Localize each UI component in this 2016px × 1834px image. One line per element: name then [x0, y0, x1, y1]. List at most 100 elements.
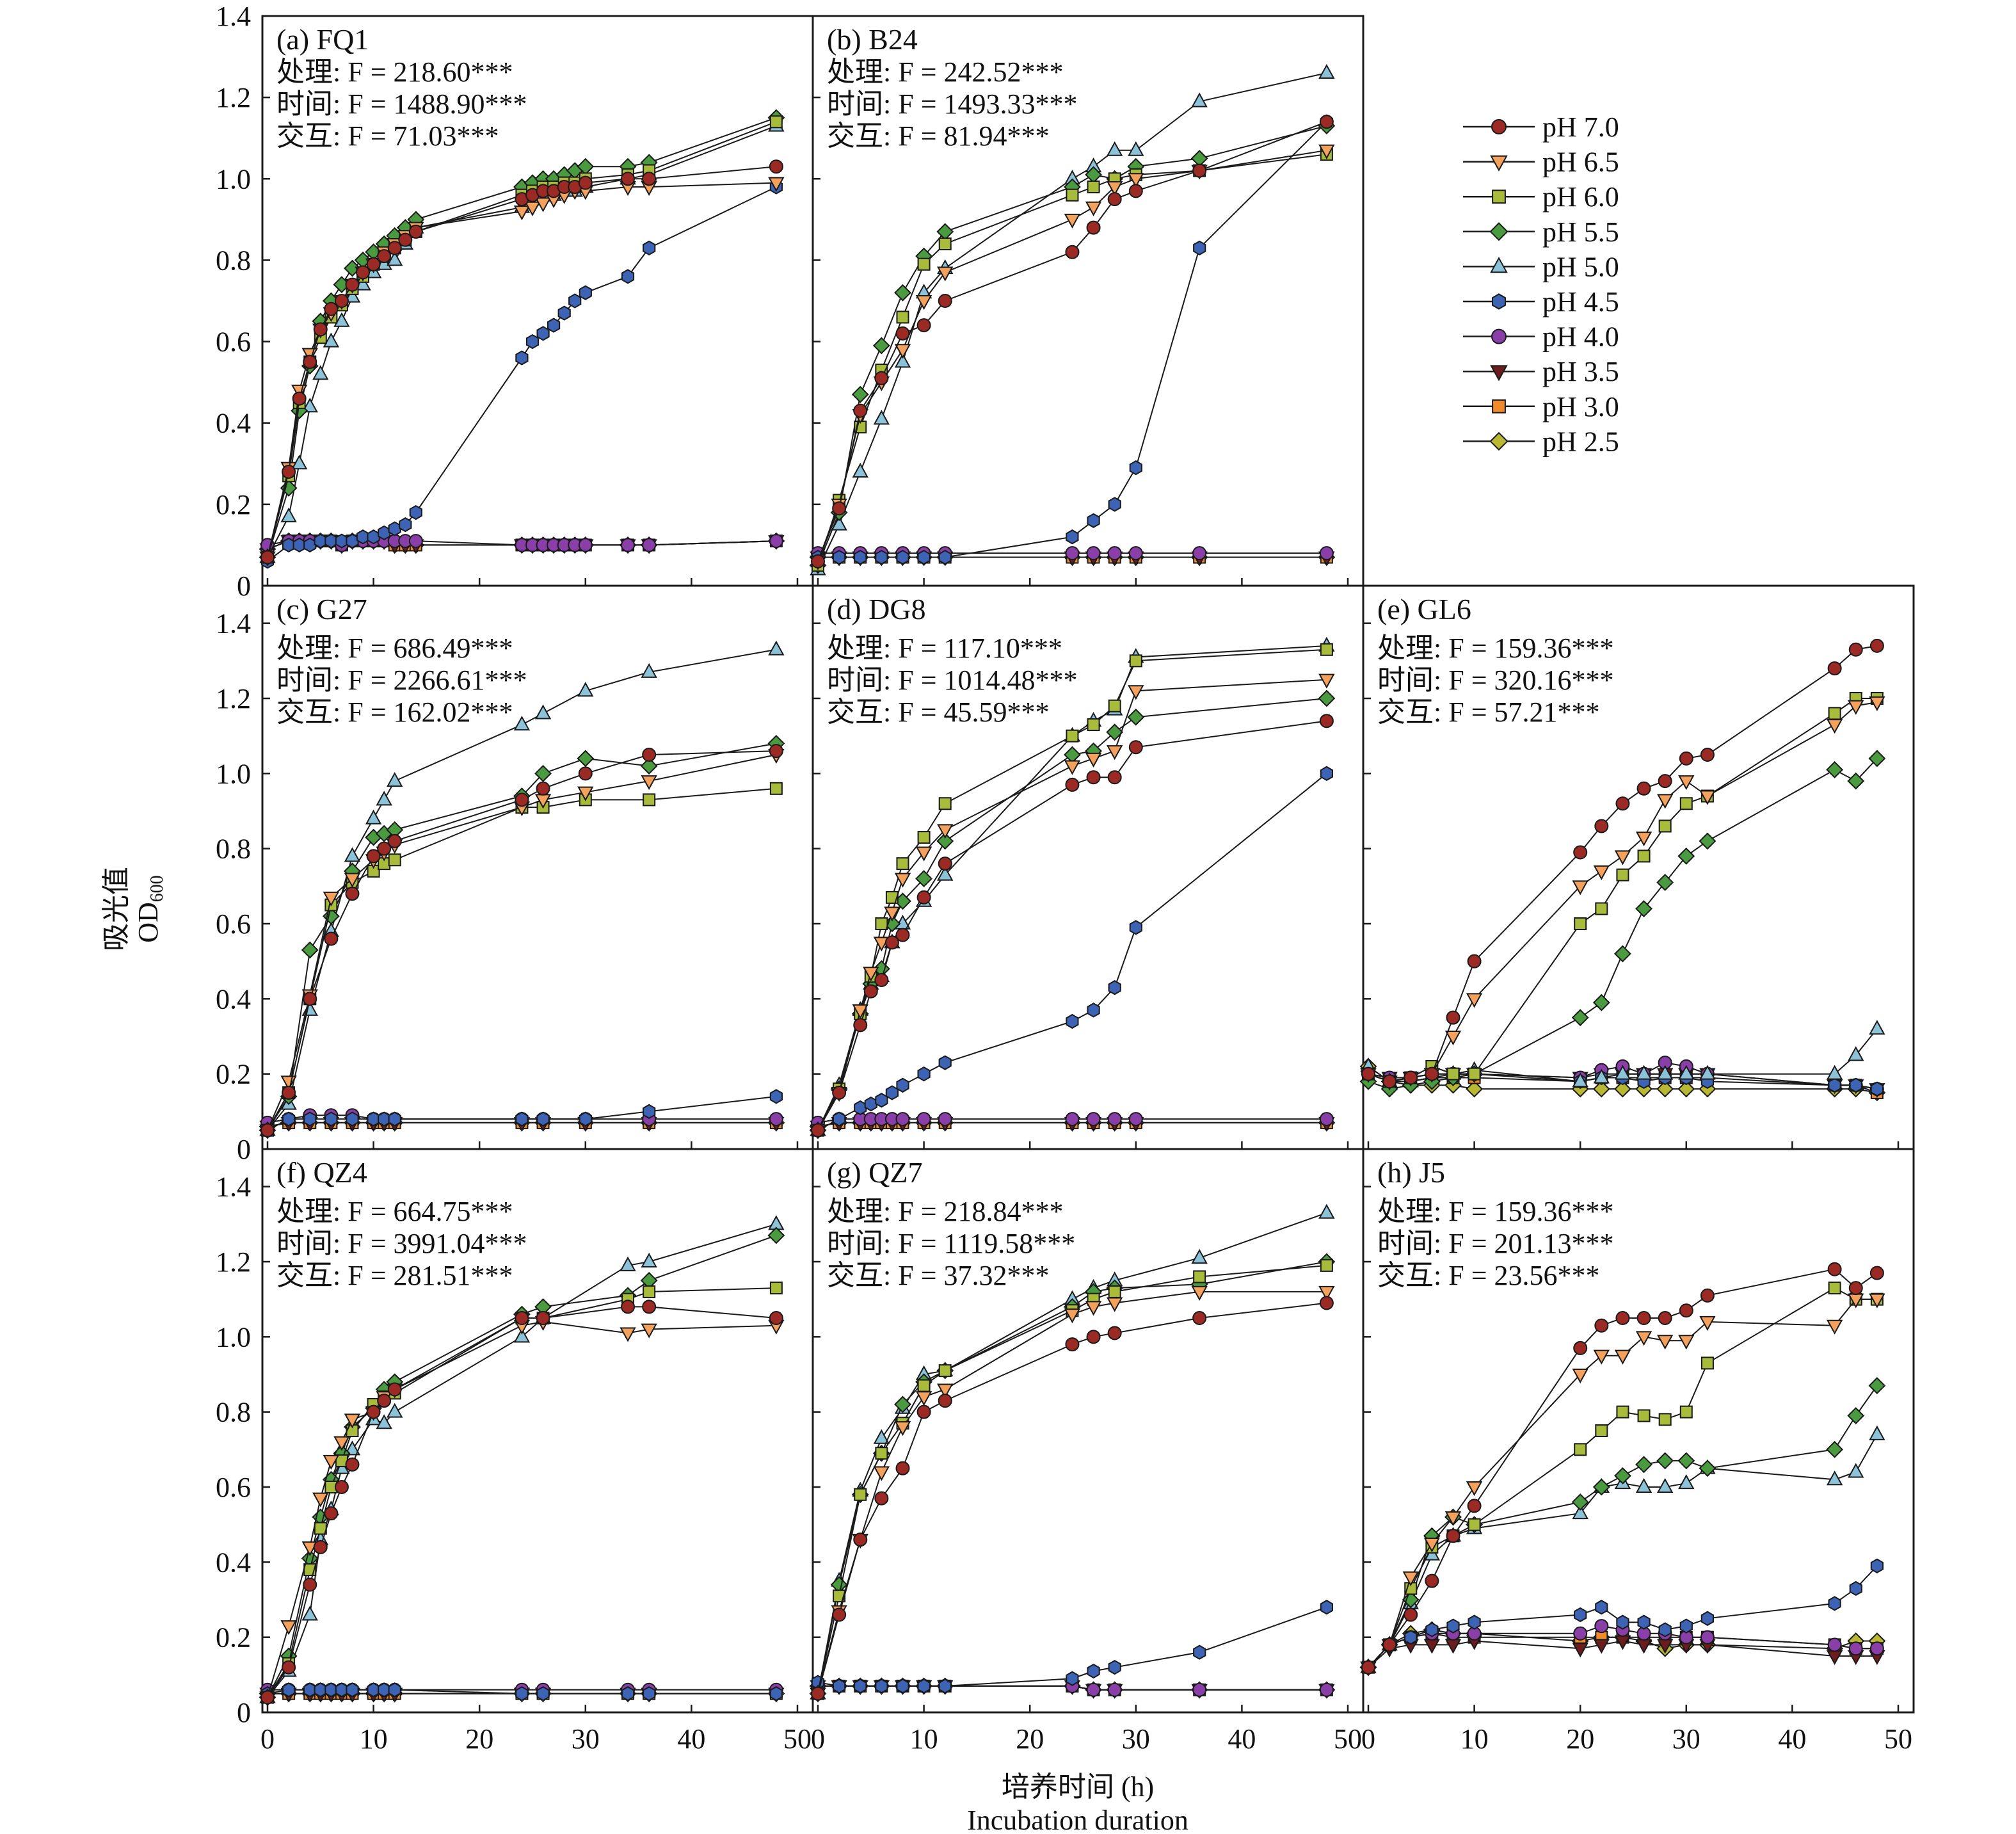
data-point: [1065, 546, 1080, 561]
panel-title: (c) G27: [276, 593, 367, 625]
data-point: [333, 1436, 350, 1451]
data-point: [1614, 1467, 1631, 1484]
data-point: [643, 240, 656, 256]
panel-e: (e) GL6 处理: F = 159.36***时间: F = 320.16**…: [1359, 584, 1915, 1150]
data-point: [1318, 63, 1335, 79]
data-point: [1065, 245, 1080, 259]
data-point: [301, 1605, 318, 1621]
data-point: [853, 403, 868, 418]
data-point: [334, 1480, 349, 1494]
data-point: [1571, 1493, 1589, 1511]
data-point: [345, 1457, 360, 1472]
data-point: [314, 533, 327, 549]
anova-stat: 时间: F = 3991.04***: [276, 1228, 527, 1259]
data-point: [1108, 1659, 1121, 1675]
data-point: [1106, 1297, 1123, 1312]
legend-marker: [1492, 189, 1506, 204]
data-point: [1467, 1499, 1482, 1513]
data-point: [1594, 819, 1609, 833]
anova-stat: 时间: F = 1493.33***: [827, 88, 1078, 120]
data-point: [1658, 819, 1672, 833]
y-tick-label: 1.0: [216, 758, 251, 789]
data-point: [1107, 770, 1122, 785]
data-point: [642, 172, 657, 186]
data-point: [1107, 192, 1122, 207]
data-point: [536, 326, 550, 341]
data-point: [1826, 1319, 1843, 1335]
data-point: [937, 865, 954, 881]
data-point: [1468, 1518, 1481, 1531]
data-point: [292, 391, 307, 406]
data-point: [344, 1440, 361, 1456]
data-point: [1826, 761, 1844, 778]
data-point: [917, 549, 931, 565]
data-point: [1658, 774, 1672, 789]
data-point: [1425, 1066, 1439, 1081]
legend-item: pH 6.5: [1463, 147, 1619, 178]
x-tick-label: 30: [1122, 1723, 1150, 1755]
data-point: [387, 251, 403, 266]
data-point: [1615, 796, 1630, 811]
data-point: [346, 1682, 359, 1698]
data-point: [873, 1429, 890, 1444]
data-point: [769, 115, 783, 129]
data-point: [915, 1391, 932, 1406]
anova-stat: 交互: F = 162.02***: [276, 696, 513, 728]
data-point: [387, 1382, 402, 1397]
series-pH45: [260, 179, 783, 569]
data-point: [894, 353, 911, 368]
y-tick-label: 0.2: [216, 489, 251, 520]
data-point: [1086, 1682, 1101, 1697]
data-point: [387, 833, 402, 848]
data-point: [1635, 832, 1652, 847]
panel-title: (b) B24: [827, 23, 918, 56]
data-point: [769, 1686, 783, 1701]
legend-label: pH 5.0: [1542, 251, 1619, 282]
legend-label: pH 3.0: [1542, 391, 1619, 422]
data-point: [915, 295, 932, 310]
x-tick-label: 50: [1884, 1723, 1912, 1755]
data-point: [1108, 1285, 1121, 1298]
data-point: [1191, 1285, 1208, 1301]
data-point: [917, 1379, 931, 1392]
data-point: [1848, 642, 1863, 657]
data-point: [1128, 173, 1144, 188]
data-point: [303, 992, 317, 1006]
data-point: [915, 846, 932, 862]
data-point: [1402, 1571, 1419, 1586]
data-point: [378, 1111, 391, 1127]
data-point: [365, 809, 382, 824]
data-point: [621, 269, 635, 284]
data-point: [1064, 760, 1081, 775]
data-point: [769, 1112, 783, 1127]
anova-stat: 处理: F = 159.36***: [1377, 632, 1614, 664]
data-point: [1656, 1335, 1674, 1350]
data-point: [852, 1004, 868, 1020]
data-point: [1085, 1301, 1102, 1316]
data-point: [916, 318, 931, 333]
data-point: [1404, 1630, 1418, 1645]
data-point: [324, 533, 338, 549]
data-point: [1192, 1682, 1207, 1697]
x-tick-label: 0: [260, 1723, 275, 1755]
data-point: [367, 1111, 380, 1127]
data-point: [873, 937, 890, 952]
series-pH70: [1361, 1262, 1884, 1675]
data-point: [1467, 954, 1482, 969]
data-point: [578, 538, 593, 552]
data-point: [768, 640, 785, 656]
data-point: [1446, 1010, 1460, 1025]
data-point: [398, 232, 413, 247]
data-point: [1086, 770, 1101, 785]
data-point: [280, 507, 297, 522]
data-point: [292, 537, 306, 553]
data-point: [1572, 1072, 1588, 1088]
data-point: [312, 1492, 329, 1508]
data-point: [303, 1577, 317, 1592]
data-point: [1869, 1425, 1885, 1440]
data-point: [1466, 1481, 1483, 1497]
data-point: [851, 385, 869, 403]
data-point: [1086, 220, 1101, 235]
data-point: [399, 517, 412, 533]
y-tick-label: 1.2: [216, 82, 251, 113]
